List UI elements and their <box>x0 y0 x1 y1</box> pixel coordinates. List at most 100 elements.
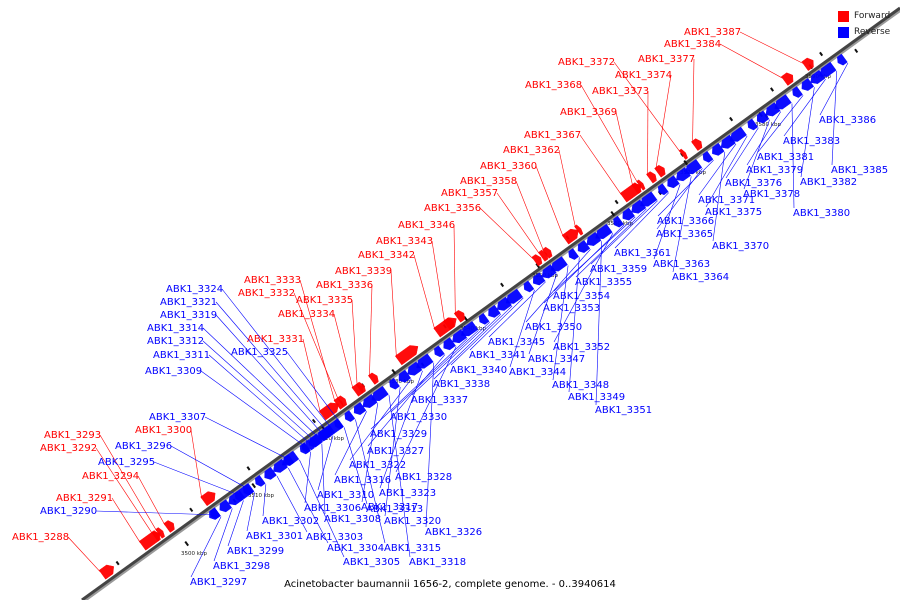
reverse-gene-connector <box>355 419 386 544</box>
reverse-gene-arrow <box>550 256 568 272</box>
reverse-gene-connector <box>215 301 331 436</box>
reverse-gene-label: ABK1_3376 <box>725 178 782 189</box>
reverse-gene-connector <box>215 314 327 439</box>
forward-gene-label: ABK1_3332 <box>238 288 295 299</box>
reverse-gene-connector <box>614 192 670 249</box>
reverse-gene-label: ABK1_3352 <box>553 342 610 353</box>
reverse-gene-arrow <box>568 248 580 260</box>
forward-gene-label: ABK1_3335 <box>296 295 353 306</box>
genome-caption: Acinetobacter baumannii 1656-2, complete… <box>284 579 616 590</box>
forward-gene-label: ABK1_3300 <box>135 425 192 436</box>
reverse-gene-label: ABK1_3304 <box>327 543 384 554</box>
reverse-gene-label: ABK1_3340 <box>450 365 507 376</box>
reverse-gene-arrow <box>210 507 221 520</box>
forward-gene-connector <box>580 84 639 184</box>
reverse-gene-arrow <box>281 450 300 466</box>
reverse-gene-arrow <box>640 191 658 207</box>
forward-gene-label: ABK1_3387 <box>684 27 741 38</box>
forward-gene-connector <box>190 429 203 499</box>
reverse-gene-connector <box>299 459 345 558</box>
reverse-gene-connector <box>725 127 759 179</box>
reverse-gene-connector <box>653 184 681 260</box>
reverse-gene-label: ABK1_3345 <box>488 337 545 348</box>
reverse-gene-arrow <box>801 78 815 91</box>
forward-gene-label: ABK1_3373 <box>592 86 649 97</box>
reverse-gene-connector <box>349 378 412 461</box>
forward-gene-label: ABK1_3293 <box>44 430 101 441</box>
reverse-gene-arrow <box>434 345 445 358</box>
forward-gene-arrow <box>200 491 216 507</box>
reverse-gene-arrow <box>837 53 848 66</box>
reverse-gene-label: ABK1_3341 <box>469 350 526 361</box>
reverse-gene-label: ABK1_3306 <box>304 503 361 514</box>
reverse-gene-connector <box>390 330 479 413</box>
reverse-gene-connector <box>204 416 294 462</box>
reverse-gene-connector <box>698 143 737 196</box>
reverse-gene-label: ABK1_3305 <box>343 557 400 568</box>
reverse-gene-arrow <box>756 110 770 124</box>
reverse-gene-label: ABK1_3321 <box>160 297 217 308</box>
reverse-gene-label: ABK1_3351 <box>595 405 652 416</box>
reverse-gene-label: ABK1_3316 <box>334 475 391 486</box>
reverse-gene-arrow <box>774 94 792 110</box>
reverse-gene-arrow <box>613 215 624 228</box>
minor-feature-mark <box>729 116 734 122</box>
reverse-gene-label: ABK1_3350 <box>525 322 582 333</box>
forward-gene-label: ABK1_3357 <box>441 188 498 199</box>
reverse-gene-connector <box>367 354 446 447</box>
reverse-gene-connector <box>746 111 782 166</box>
reverse-gene-arrow <box>747 118 759 131</box>
reverse-gene-connector <box>361 403 379 503</box>
forward-gene-arrow <box>781 72 794 86</box>
reverse-gene-connector <box>153 461 245 498</box>
reverse-gene-label: ABK1_3364 <box>672 272 729 283</box>
reverse-gene-connector <box>819 62 849 116</box>
reverse-gene-arrow <box>309 434 322 448</box>
reverse-gene-arrow <box>371 385 389 402</box>
reverse-gene-label: ABK1_3318 <box>409 557 466 568</box>
reverse-gene-label: ABK1_3313 <box>366 504 423 515</box>
forward-gene-label: ABK1_3356 <box>424 203 481 214</box>
reverse-gene-arrow <box>416 353 434 369</box>
reverse-gene-connector <box>757 95 804 153</box>
reverse-gene-label: ABK1_3371 <box>698 195 755 206</box>
reverse-gene-connector <box>370 338 468 430</box>
reverse-gene-label: ABK1_3379 <box>746 165 803 176</box>
reverse-gene-label: ABK1_3298 <box>213 561 270 572</box>
reverse-gene-label: ABK1_3323 <box>379 488 436 499</box>
forward-gene-arrow <box>453 310 466 323</box>
forward-gene-label: ABK1_3377 <box>638 54 695 65</box>
forward-gene-connector <box>615 111 634 187</box>
reverse-gene-connector <box>286 351 343 427</box>
forward-gene-label: ABK1_3333 <box>244 275 301 286</box>
forward-gene-connector <box>496 192 540 255</box>
reverse-swatch <box>838 26 849 38</box>
forward-gene-connector <box>302 338 321 413</box>
reverse-gene-connector <box>450 305 513 366</box>
reverse-gene-arrow <box>667 175 680 189</box>
reverse-gene-arrow <box>326 418 344 434</box>
forward-gene-connector <box>413 254 436 330</box>
scale-tick-mark <box>184 540 189 547</box>
forward-gene-connector <box>558 149 576 229</box>
reverse-gene-connector <box>528 273 558 355</box>
legend-forward-label: Forward <box>854 11 891 21</box>
reverse-gene-arrow <box>702 150 714 163</box>
reverse-gene-arrow <box>819 61 837 77</box>
forward-gene-connector <box>453 224 456 316</box>
reverse-gene-connector <box>590 200 658 265</box>
reverse-gene-label: ABK1_3382 <box>800 177 857 188</box>
reverse-gene-arrow <box>398 369 412 383</box>
forward-gene-connector <box>579 134 622 195</box>
reverse-gene-connector <box>712 152 726 242</box>
reverse-gene-connector <box>657 159 714 217</box>
forward-gene-connector <box>535 165 564 237</box>
reverse-gene-label: ABK1_3302 <box>262 516 319 527</box>
forward-gene-label: ABK1_3346 <box>398 220 455 231</box>
reverse-gene-label: ABK1_3337 <box>411 395 468 406</box>
forward-gene-label: ABK1_3374 <box>615 70 672 81</box>
reverse-gene-arrow <box>657 183 669 196</box>
reverse-gene-connector <box>553 216 636 292</box>
reverse-gene-arrow <box>443 337 456 351</box>
reverse-gene-label: ABK1_3381 <box>757 152 814 163</box>
